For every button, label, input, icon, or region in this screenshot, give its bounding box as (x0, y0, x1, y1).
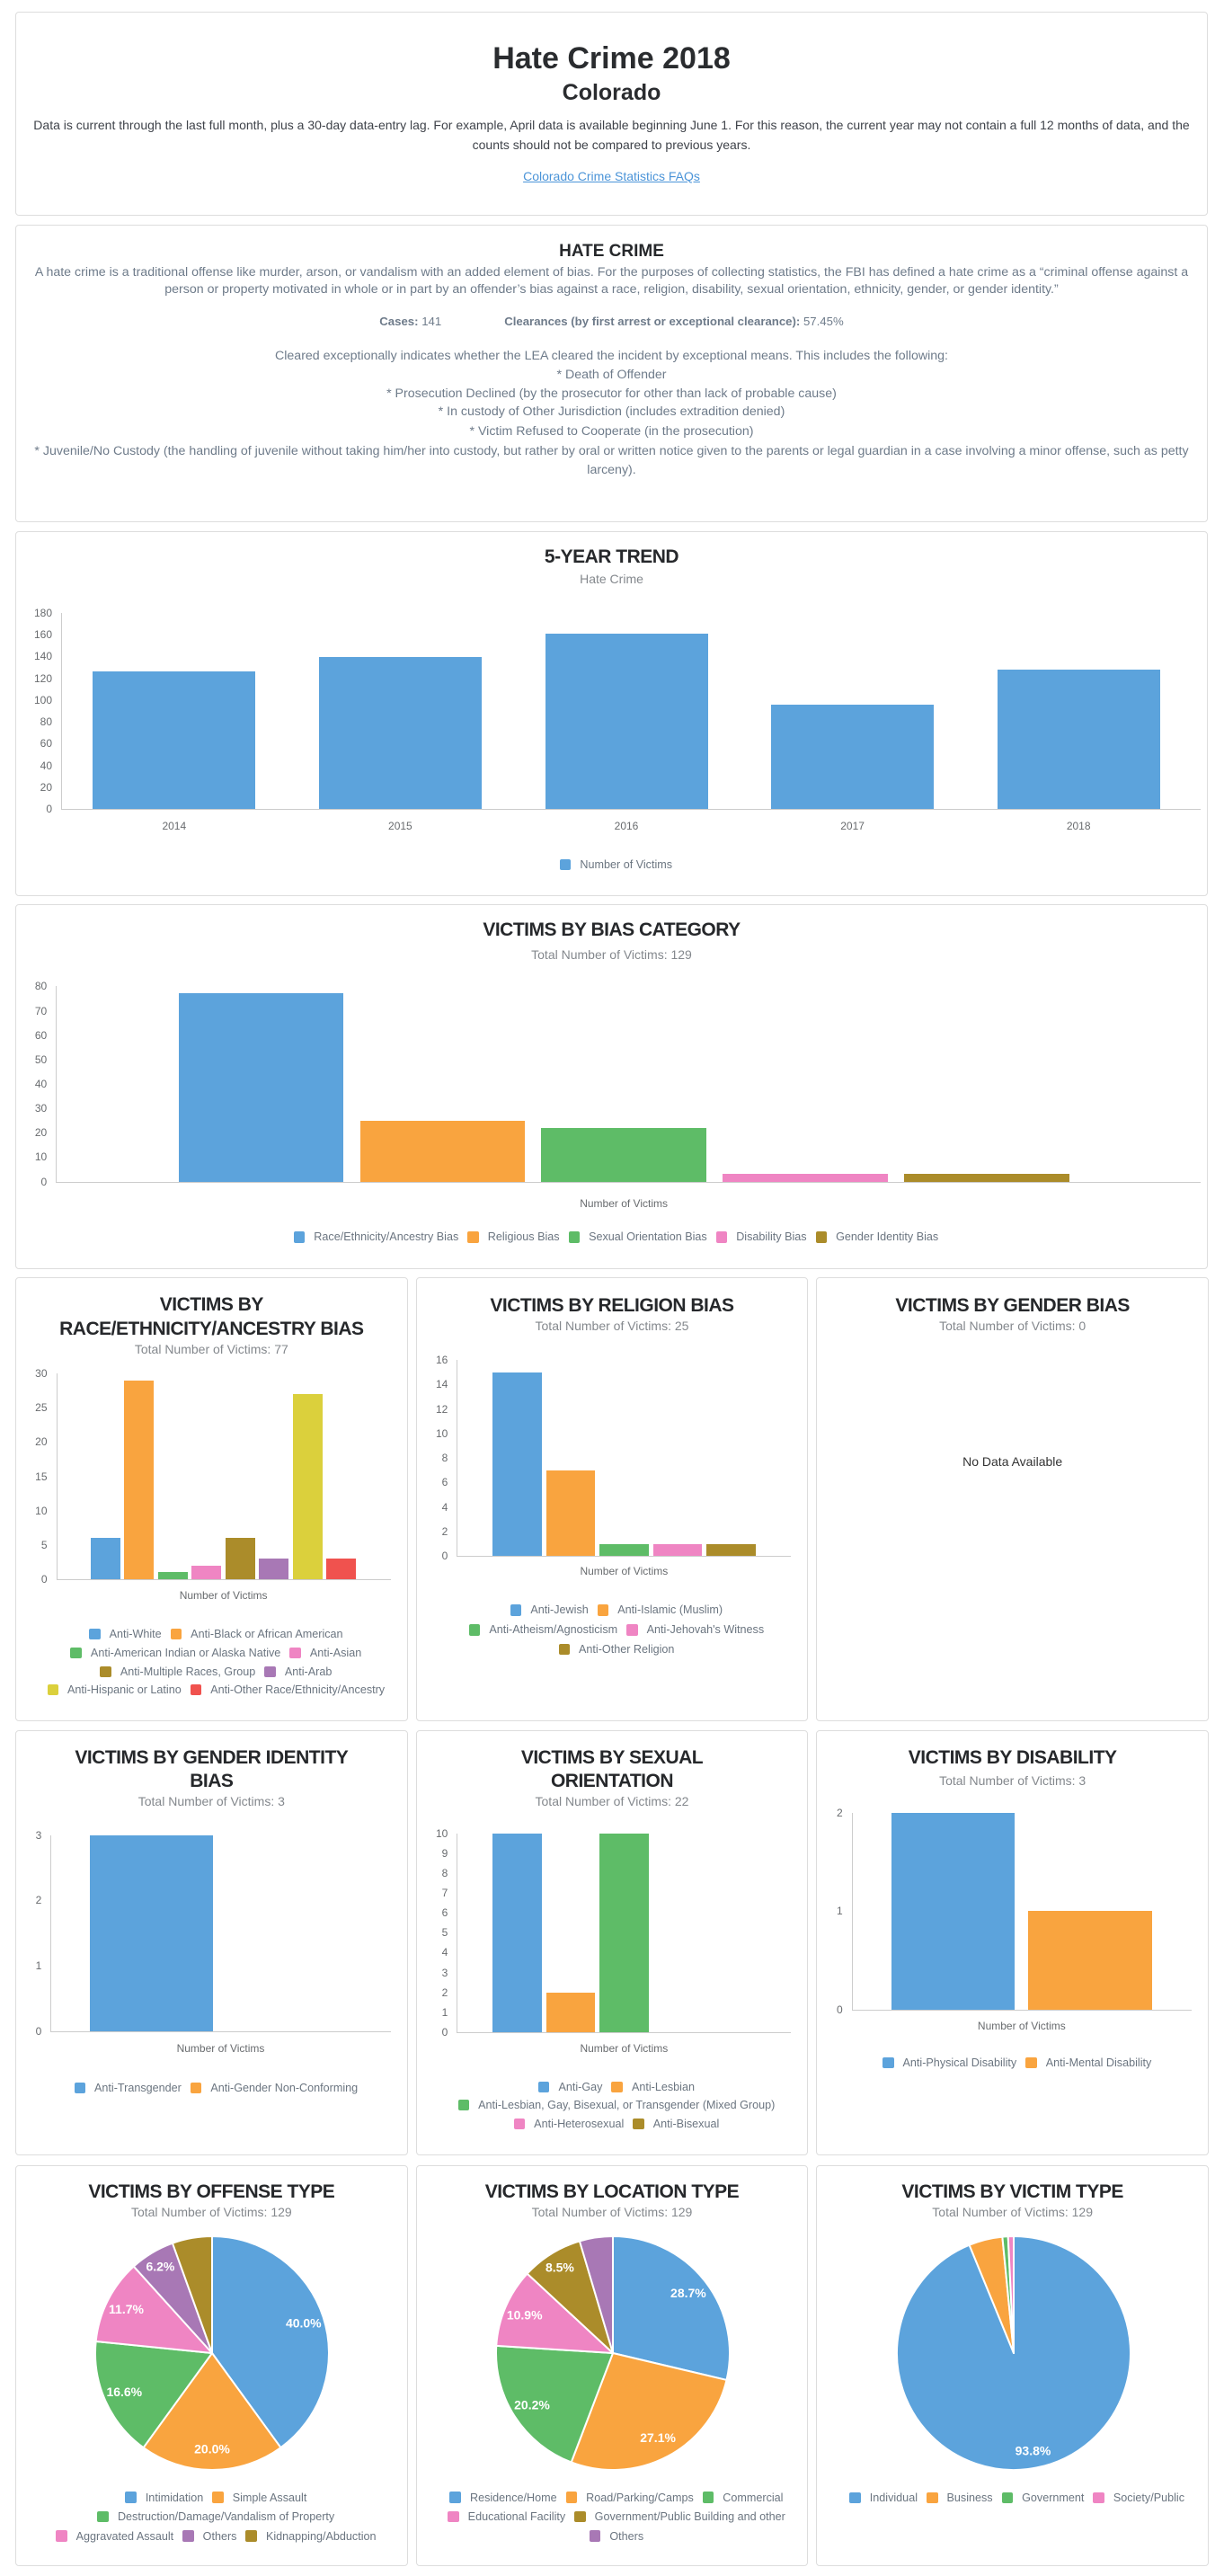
svg-text:27.1%: 27.1% (640, 2430, 676, 2445)
svg-text:40.0%: 40.0% (286, 2315, 322, 2330)
svg-text:20.0%: 20.0% (194, 2441, 230, 2456)
svg-text:8.5%: 8.5% (545, 2260, 574, 2274)
svg-text:6.2%: 6.2% (146, 2259, 175, 2273)
svg-text:16.6%: 16.6% (107, 2385, 143, 2399)
svg-text:11.7%: 11.7% (109, 2302, 144, 2316)
svg-text:10.9%: 10.9% (507, 2307, 543, 2322)
svg-text:93.8%: 93.8% (1015, 2443, 1051, 2457)
svg-text:28.7%: 28.7% (670, 2286, 706, 2300)
svg-text:20.2%: 20.2% (514, 2397, 550, 2412)
